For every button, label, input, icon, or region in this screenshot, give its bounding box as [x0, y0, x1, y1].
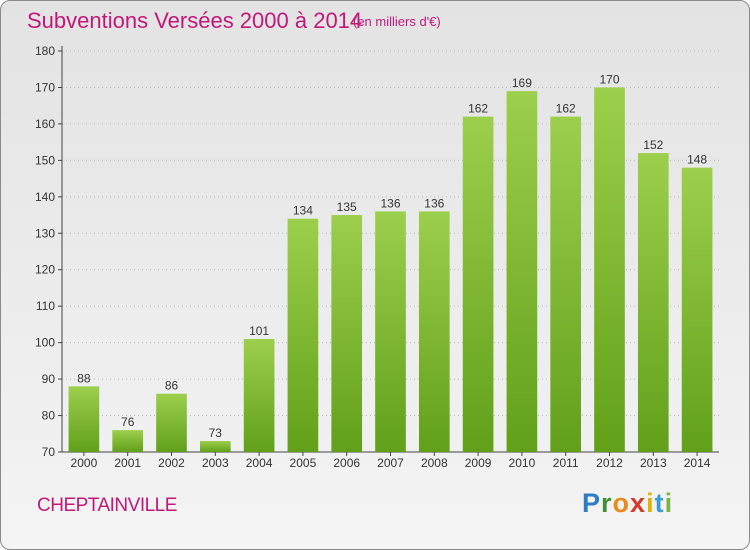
bar	[550, 116, 582, 453]
x-tick-label: 2012	[596, 456, 623, 470]
x-tick-label: 2001	[114, 456, 141, 470]
x-tick-label: 2000	[71, 456, 98, 470]
x-tick-label: 2005	[290, 456, 317, 470]
x-tick-label: 2009	[465, 456, 492, 470]
bar	[506, 91, 538, 452]
chart-title: Subventions Versées 2000 à 2014	[27, 8, 363, 33]
data-label: 73	[209, 426, 223, 440]
bar	[594, 87, 625, 453]
logo-letter: i	[664, 488, 674, 518]
bar	[68, 386, 100, 452]
bar	[462, 116, 494, 453]
x-tick-label: 2014	[684, 456, 711, 470]
data-label: 136	[424, 196, 444, 210]
y-tick-label: 180	[35, 44, 55, 58]
y-tick-label: 130	[35, 226, 55, 240]
bar	[156, 393, 187, 452]
x-tick-label: 2008	[421, 456, 448, 470]
y-tick-label: 160	[35, 117, 55, 131]
bar	[287, 218, 319, 452]
proxiti-logo[interactable]: Proxiti	[582, 488, 673, 519]
data-label: 76	[121, 415, 135, 429]
y-tick-label: 110	[36, 299, 55, 313]
logo-letter: P	[582, 488, 602, 518]
logo-letter: o	[612, 488, 631, 518]
y-tick-label: 70	[42, 445, 56, 459]
y-tick-label: 150	[35, 153, 55, 167]
bar	[375, 211, 406, 452]
bar	[243, 338, 275, 452]
y-tick-label: 100	[35, 336, 55, 350]
logo-letter: t	[654, 488, 665, 518]
commune-name: CHEPTAINVILLE	[37, 495, 177, 516]
data-label: 134	[293, 204, 313, 218]
data-label: 162	[468, 102, 488, 116]
x-tick-label: 2003	[202, 456, 229, 470]
x-tick-label: 2011	[553, 456, 579, 470]
y-tick-label: 170	[35, 80, 55, 94]
x-tick-label: 2013	[640, 456, 667, 470]
data-label: 170	[599, 72, 619, 86]
logo-letter: r	[601, 488, 613, 518]
x-tick-label: 2007	[377, 456, 404, 470]
data-label: 88	[77, 371, 91, 385]
x-tick-label: 2002	[158, 456, 185, 470]
x-tick-label: 2006	[333, 456, 360, 470]
bar	[418, 211, 450, 452]
y-tick-label: 140	[35, 190, 55, 204]
data-label: 135	[337, 200, 357, 214]
bar	[681, 167, 713, 452]
bar	[112, 430, 144, 452]
logo-letter: x	[630, 488, 647, 518]
x-tick-label: 2004	[246, 456, 273, 470]
y-tick-label: 80	[42, 409, 56, 423]
data-label: 136	[380, 196, 400, 210]
chart-subtitle: (en milliers d'€)	[353, 14, 441, 29]
bar	[331, 215, 363, 452]
data-label: 152	[643, 138, 663, 152]
data-label: 162	[556, 102, 576, 116]
bar	[637, 153, 669, 452]
bar	[199, 441, 231, 452]
x-tick-label: 2010	[509, 456, 536, 470]
logo-letter: i	[646, 488, 655, 518]
data-label: 101	[249, 324, 269, 338]
data-label: 169	[512, 76, 532, 90]
data-label: 86	[165, 379, 179, 393]
y-tick-label: 120	[35, 263, 55, 277]
data-label: 148	[687, 153, 707, 167]
y-tick-label: 90	[42, 372, 56, 386]
